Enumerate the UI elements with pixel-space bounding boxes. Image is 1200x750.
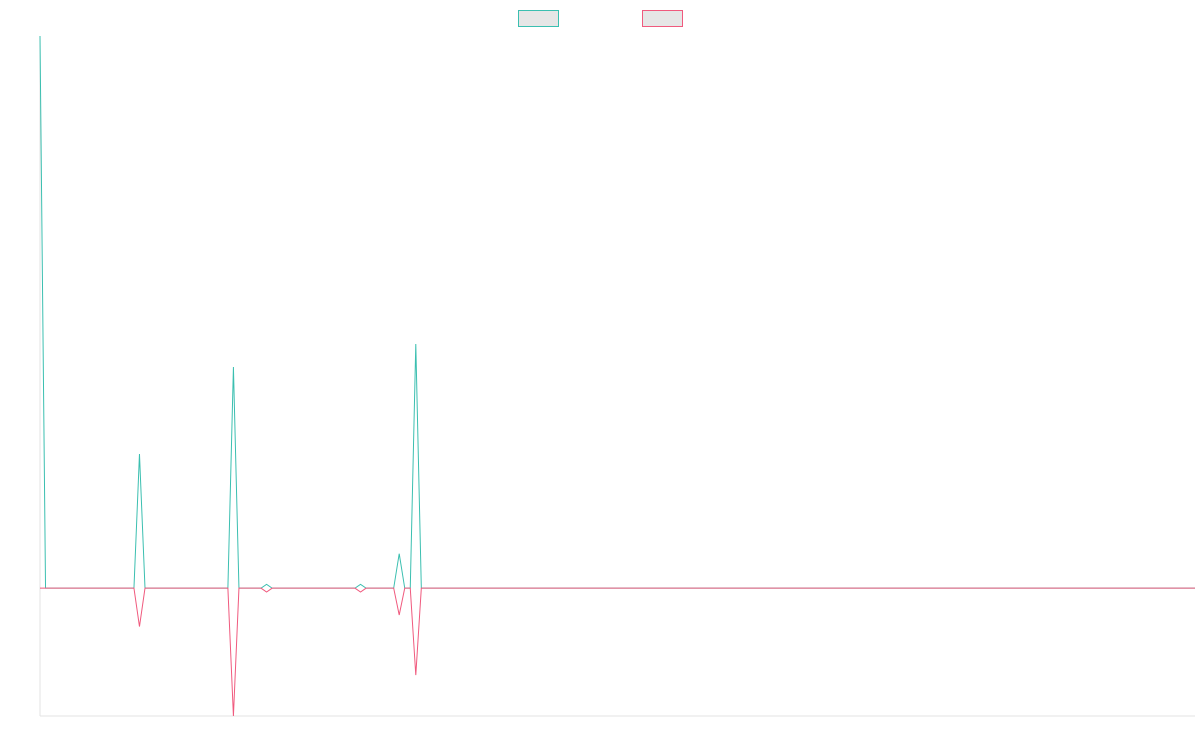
series-line-2 [40,587,1195,717]
legend-swatch-2[interactable] [642,10,683,27]
legend [518,10,683,27]
series-layer [39,35,1195,717]
legend-swatch-1[interactable] [518,10,559,27]
axes [39,36,1195,717]
series-line-1 [39,35,1195,589]
